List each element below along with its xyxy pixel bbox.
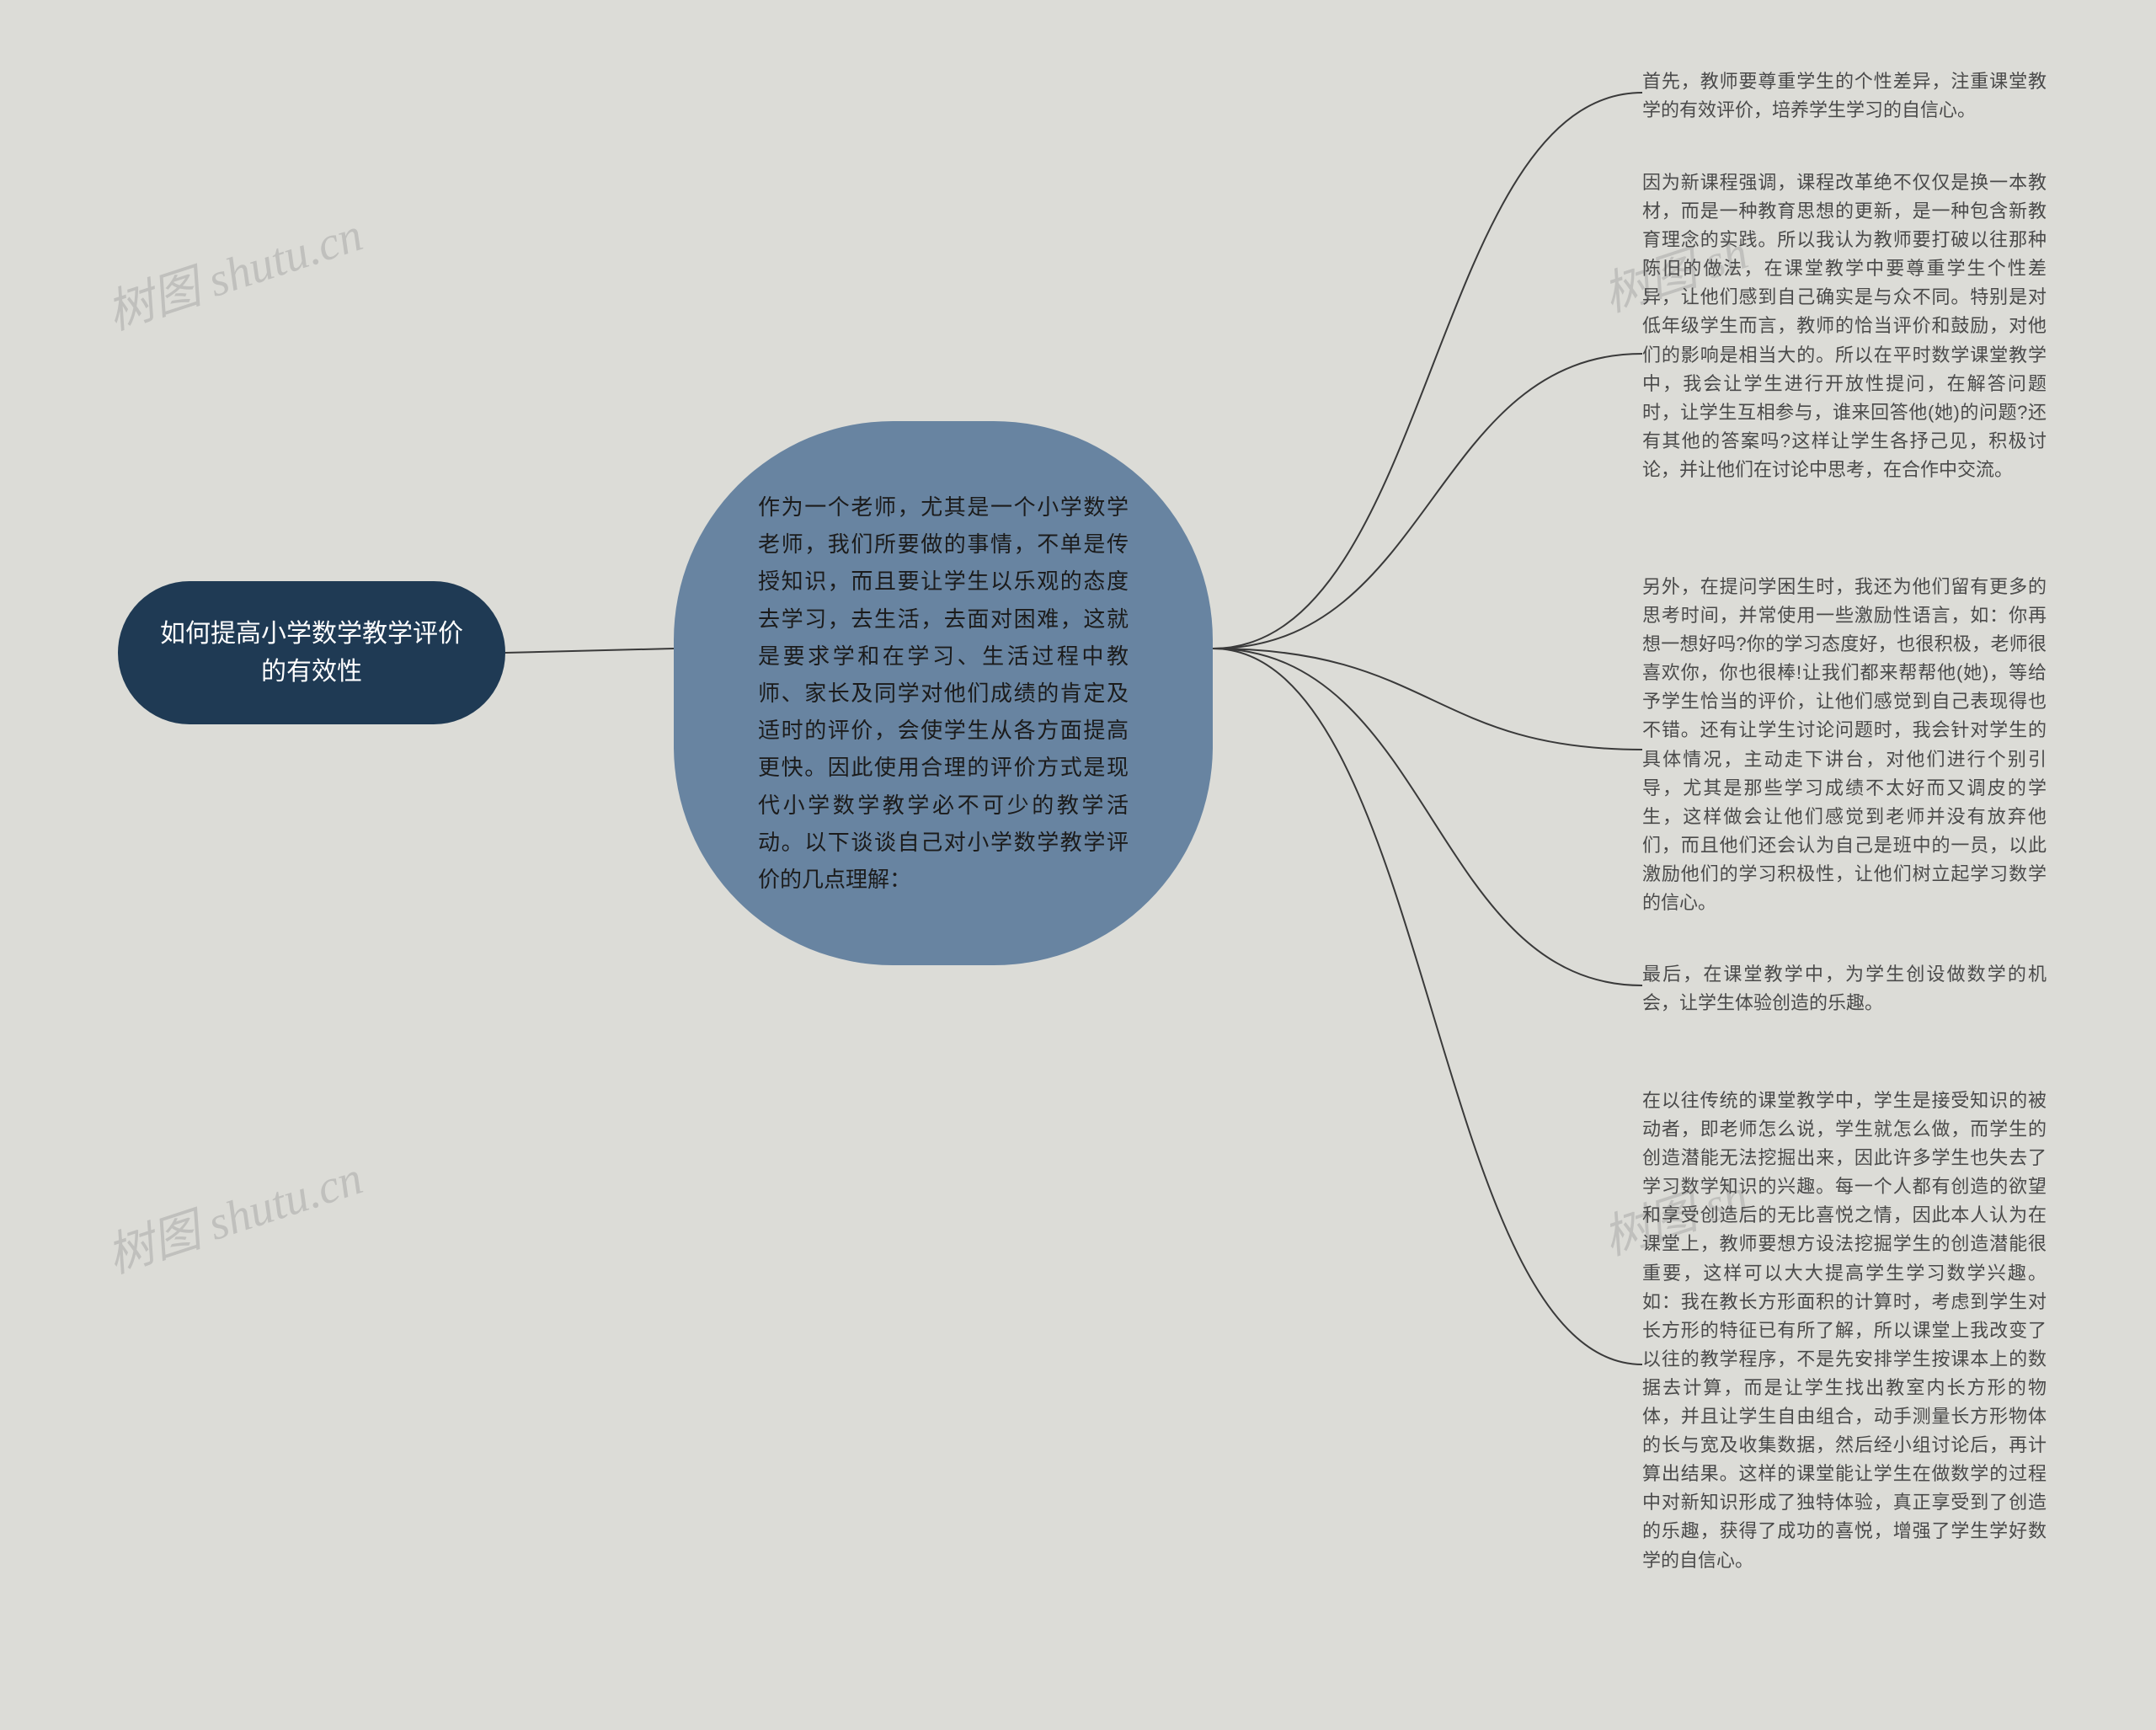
edge-mid-leaf2: [1213, 649, 1642, 750]
leaf-node[interactable]: 另外，在提问学困生时，我还为他们留有更多的思考时间，并常使用一些激励性语言，如：…: [1642, 573, 2047, 917]
leaf-text: 首先，教师要尊重学生的个性差异，注重课堂教学的有效评价，培养学生学习的自信心。: [1642, 71, 2047, 120]
root-node[interactable]: 如何提高小学数学教学评价的有效性: [118, 581, 505, 724]
edge-root-mid: [505, 649, 674, 653]
leaf-text: 最后，在课堂教学中，为学生创设做数学的机会，让学生体验创造的乐趣。: [1642, 964, 2047, 1013]
leaf-node[interactable]: 最后，在课堂教学中，为学生创设做数学的机会，让学生体验创造的乐趣。: [1642, 960, 2047, 1017]
leaf-text: 在以往传统的课堂教学中，学生是接受知识的被动者，即老师怎么说，学生就怎么做，而学…: [1642, 1090, 2047, 1571]
leaf-node[interactable]: 因为新课程强调，课程改革绝不仅仅是换一本教材，而是一种教育思想的更新，是一种包含…: [1642, 168, 2047, 484]
watermark: 树图 shutu.cn: [97, 196, 370, 343]
edge-mid-leaf0: [1213, 93, 1642, 649]
watermark: 树图 shutu.cn: [97, 1140, 370, 1286]
edge-mid-leaf4: [1213, 649, 1642, 1364]
mid-node-text: 作为一个老师，尤其是一个小学数学老师，我们所要做的事情，不单是传授知识，而且要让…: [758, 489, 1129, 898]
leaf-node[interactable]: 在以往传统的课堂教学中，学生是接受知识的被动者，即老师怎么说，学生就怎么做，而学…: [1642, 1087, 2047, 1575]
mid-node[interactable]: 作为一个老师，尤其是一个小学数学老师，我们所要做的事情，不单是传授知识，而且要让…: [674, 421, 1213, 965]
leaf-text: 因为新课程强调，课程改革绝不仅仅是换一本教材，而是一种教育思想的更新，是一种包含…: [1642, 172, 2047, 480]
mindmap-canvas: 树图 shutu.cn 树图 shutu.cn 树图 sh 树图 sh 如何提高…: [0, 0, 2156, 1730]
leaf-node[interactable]: 首先，教师要尊重学生的个性差异，注重课堂教学的有效评价，培养学生学习的自信心。: [1642, 67, 2047, 125]
leaf-text: 另外，在提问学困生时，我还为他们留有更多的思考时间，并常使用一些激励性语言，如：…: [1642, 576, 2047, 913]
edge-mid-leaf3: [1213, 649, 1642, 985]
root-node-label: 如何提高小学数学教学评价的有效性: [160, 615, 463, 691]
edge-mid-leaf1: [1213, 354, 1642, 649]
